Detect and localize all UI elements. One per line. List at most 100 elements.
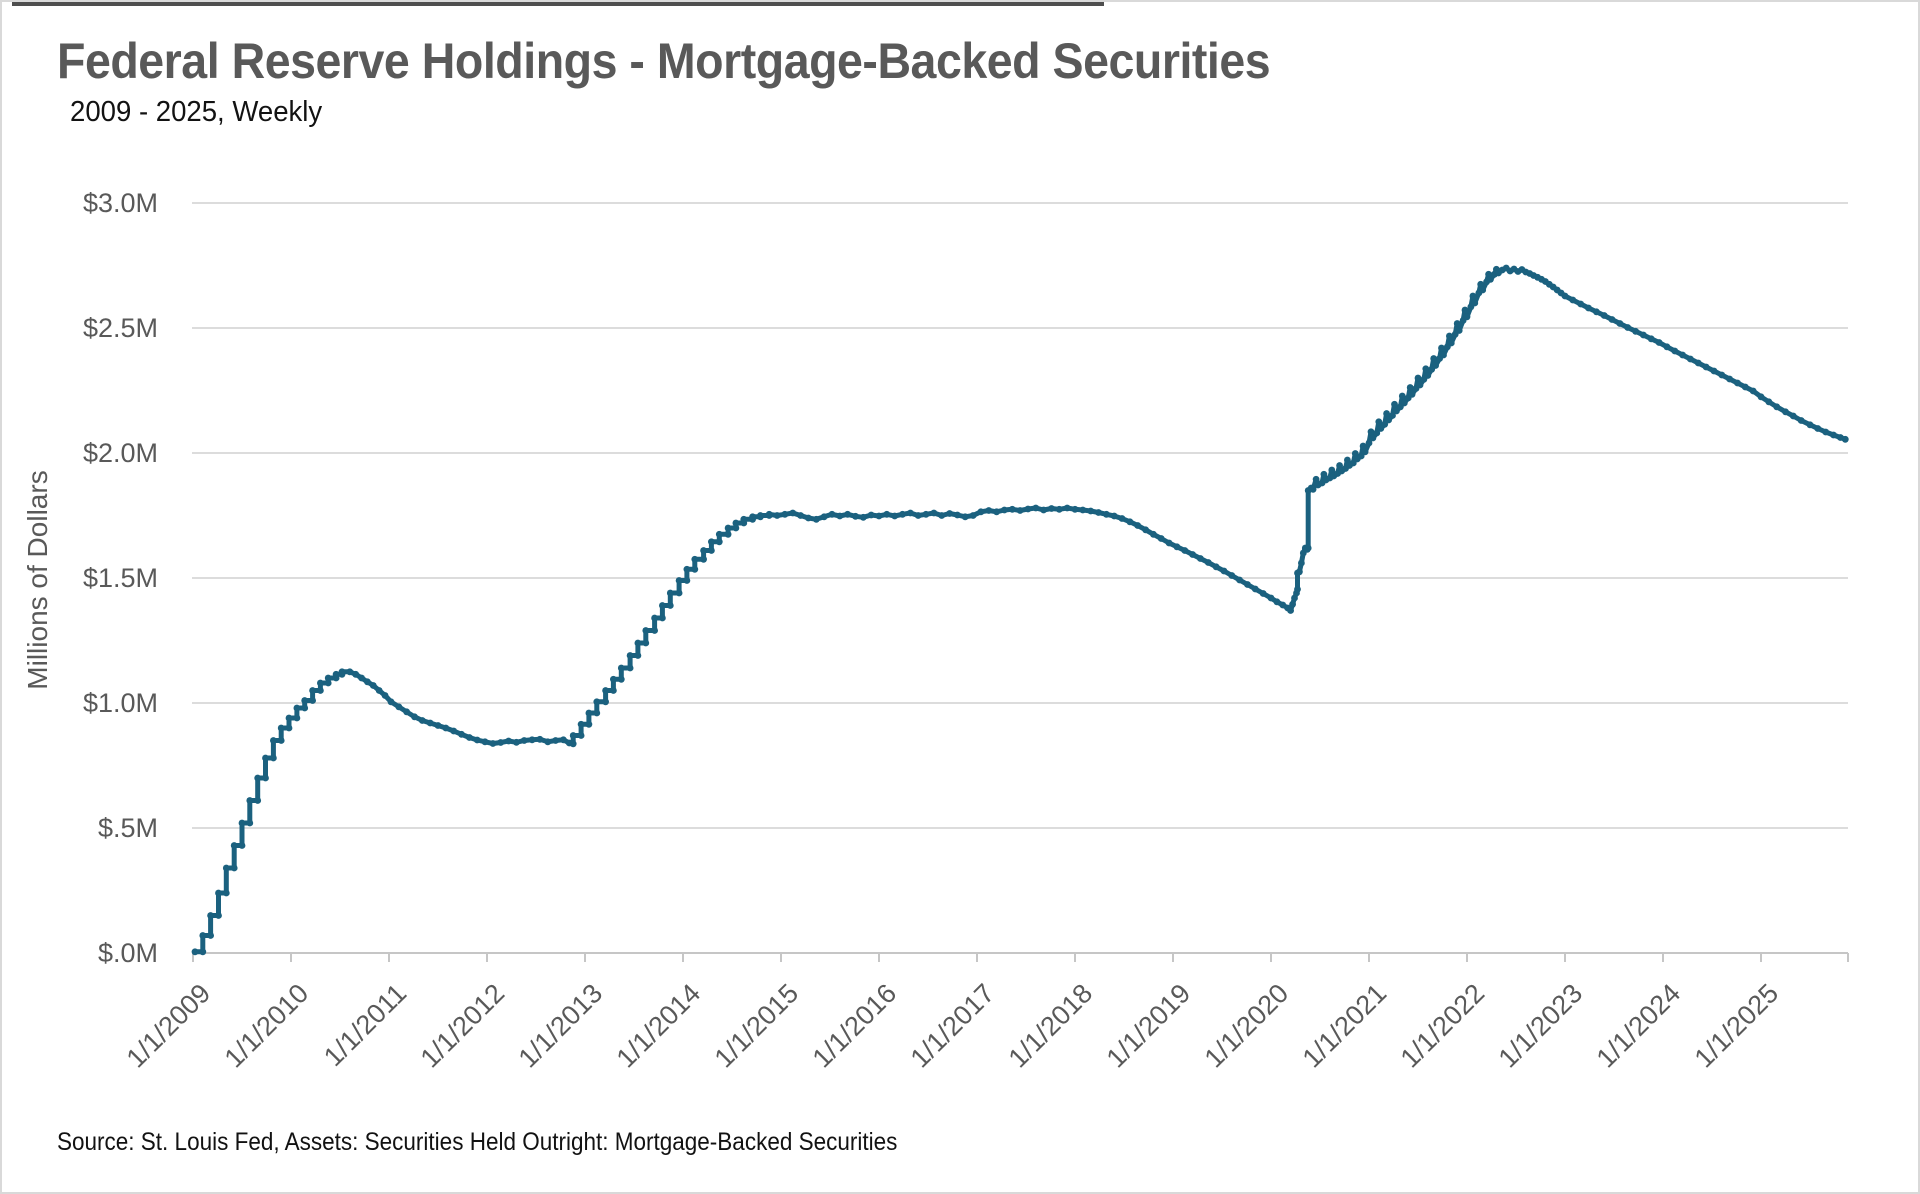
data-point-marker: [812, 515, 820, 523]
data-point-marker: [346, 668, 354, 676]
data-point-marker: [1430, 355, 1438, 362]
data-point-marker: [883, 510, 891, 518]
data-point-marker: [1797, 417, 1805, 424]
y-tick-label: $1.0M: [82, 688, 158, 718]
data-point-marker: [1408, 390, 1416, 398]
data-point-marker: [732, 519, 740, 527]
y-tick-label: $2.0M: [82, 438, 158, 468]
data-point-marker: [700, 547, 707, 554]
data-point-marker: [691, 565, 699, 573]
data-point-marker: [1103, 510, 1110, 518]
data-point-marker: [1655, 339, 1663, 346]
data-point-marker: [1328, 466, 1336, 474]
data-point-marker: [293, 714, 301, 722]
data-point-marker: [1048, 505, 1055, 512]
data-point-marker: [1118, 515, 1126, 522]
data-point-marker: [1383, 410, 1390, 417]
data-point-marker: [1400, 399, 1408, 407]
data-point-marker: [1165, 539, 1173, 547]
data-point-marker: [844, 510, 851, 518]
data-point-marker: [560, 736, 567, 744]
data-point-marker: [1749, 387, 1757, 395]
data-point-marker: [593, 709, 601, 717]
data-point-marker: [1391, 400, 1398, 408]
data-point-marker: [946, 510, 953, 517]
data-point-marker: [891, 512, 899, 520]
data-point-marker: [993, 508, 1000, 516]
data-point-marker: [317, 679, 324, 687]
data-point-marker: [789, 509, 797, 517]
data-point-marker: [395, 703, 403, 711]
data-point-marker: [1432, 362, 1439, 369]
data-point-marker: [1830, 431, 1837, 439]
data-point-marker: [1369, 434, 1377, 442]
data-point-marker: [207, 932, 215, 939]
data-point-marker: [1640, 331, 1647, 339]
y-tick-label: $1.5M: [82, 563, 158, 593]
data-point-marker: [1071, 505, 1079, 513]
data-point-marker: [1414, 374, 1422, 382]
data-point-marker: [961, 513, 969, 521]
data-point-marker: [651, 614, 658, 622]
y-tick-label: $3.0M: [82, 188, 158, 218]
data-point-marker: [700, 555, 707, 563]
data-point-marker: [977, 508, 985, 516]
data-point-marker: [450, 727, 458, 735]
data-point-marker: [473, 736, 481, 744]
data-point-marker: [1663, 343, 1671, 351]
data-point-marker: [293, 704, 301, 712]
data-point-marker: [1477, 280, 1485, 288]
data-point-marker: [859, 513, 867, 521]
data-point-marker: [666, 602, 674, 609]
data-point-marker: [1304, 544, 1312, 552]
data-point-marker: [222, 864, 230, 872]
data-point-marker: [797, 512, 804, 519]
data-point-marker: [1267, 594, 1275, 602]
data-point-marker: [634, 639, 642, 647]
data-point-marker: [1259, 590, 1267, 597]
data-point-marker: [1040, 506, 1047, 514]
chart-subtitle: 2009 - 2025, Weekly: [70, 96, 323, 128]
data-point-marker: [1008, 505, 1016, 513]
data-point-marker: [1841, 435, 1849, 443]
data-point-marker: [675, 577, 683, 584]
data-point-marker: [828, 510, 836, 518]
data-point-marker: [749, 513, 756, 521]
data-point-marker: [544, 738, 552, 746]
data-point-marker: [497, 739, 505, 746]
data-point-marker: [358, 674, 365, 682]
data-point-marker: [1757, 393, 1765, 401]
data-point-marker: [1359, 442, 1367, 450]
y-tick-label: $2.5M: [82, 313, 158, 343]
data-point-marker: [222, 889, 230, 897]
data-point-marker: [1110, 512, 1118, 520]
data-point-marker: [1782, 408, 1789, 416]
data-point-marker: [1365, 439, 1373, 447]
top-edge-artifact: [12, 2, 1104, 6]
data-point-marker: [536, 735, 544, 743]
data-point-marker: [820, 513, 828, 521]
data-point-marker: [230, 864, 238, 872]
data-point-marker: [426, 719, 434, 727]
data-point-marker: [969, 512, 977, 519]
data-point-marker: [309, 687, 316, 694]
data-point-marker: [1608, 316, 1616, 323]
data-point-marker: [1126, 518, 1134, 526]
data-point-marker: [1487, 275, 1494, 283]
data-point-marker: [285, 714, 293, 722]
data-point-marker: [1063, 504, 1071, 512]
data-point-marker: [520, 737, 528, 744]
data-point-marker: [1320, 470, 1328, 478]
data-point-marker: [442, 724, 450, 732]
data-point-marker: [1789, 412, 1797, 420]
data-point-marker: [907, 509, 914, 517]
data-point-marker: [1055, 505, 1063, 513]
data-point-marker: [715, 530, 723, 538]
data-point-marker: [1296, 568, 1303, 576]
data-point-marker: [1087, 507, 1095, 515]
data-point-marker: [683, 565, 691, 573]
data-point-marker: [1251, 585, 1259, 593]
data-point-marker: [364, 678, 371, 686]
data-point-marker: [238, 819, 246, 827]
data-point-marker: [585, 720, 593, 728]
